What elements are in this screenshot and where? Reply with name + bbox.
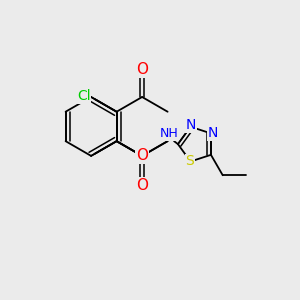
Text: Cl: Cl — [77, 89, 91, 103]
Text: O: O — [136, 148, 148, 164]
Text: NH: NH — [160, 127, 178, 140]
Text: N: N — [186, 118, 196, 132]
Text: N: N — [207, 126, 218, 140]
Text: O: O — [136, 178, 148, 193]
Text: S: S — [186, 154, 194, 169]
Text: O: O — [136, 62, 148, 77]
